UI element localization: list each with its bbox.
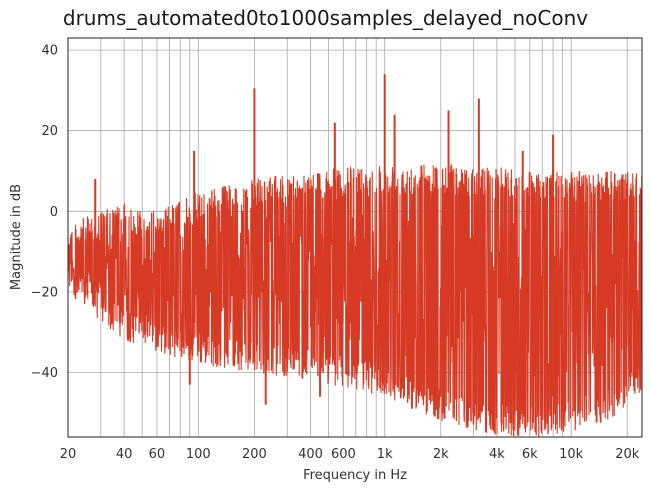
y-tick-label: 40 <box>41 44 58 59</box>
chart-title: drums_automated0to1000samples_delayed_no… <box>62 6 589 30</box>
x-tick-label: 2k <box>433 447 449 462</box>
x-tick-label: 100 <box>186 447 211 462</box>
x-tick-label: 4k <box>489 447 505 462</box>
x-tick-label: 20k <box>615 447 640 462</box>
plot-area <box>68 74 642 437</box>
x-tick-label: 1k <box>377 447 393 462</box>
y-tick-label: −40 <box>31 366 58 381</box>
y-tick-label: −20 <box>31 285 58 300</box>
x-tick-label: 10k <box>559 447 584 462</box>
y-tick-label: 0 <box>50 205 58 220</box>
x-axis-ticks: 20 40 60 100 200 400 600 1k 2k 4k 6k 10k 20k <box>60 447 640 462</box>
x-tick-label: 20 <box>60 447 77 462</box>
x-tick-label: 6k <box>522 447 538 462</box>
x-tick-label: 400 <box>298 447 323 462</box>
x-tick-label: 40 <box>116 447 133 462</box>
x-tick-label: 600 <box>331 447 356 462</box>
magnitude-series-line <box>68 164 642 437</box>
y-axis-label: Magnitude in dB <box>9 184 24 290</box>
y-tick-label: 20 <box>41 124 58 139</box>
axes-frame <box>67 37 643 438</box>
x-axis-label: Frequency in Hz <box>303 468 407 483</box>
y-axis-ticks: 40 20 0 −20 −40 <box>31 44 58 381</box>
x-tick-label: 60 <box>149 447 166 462</box>
x-tick-label: 200 <box>242 447 267 462</box>
